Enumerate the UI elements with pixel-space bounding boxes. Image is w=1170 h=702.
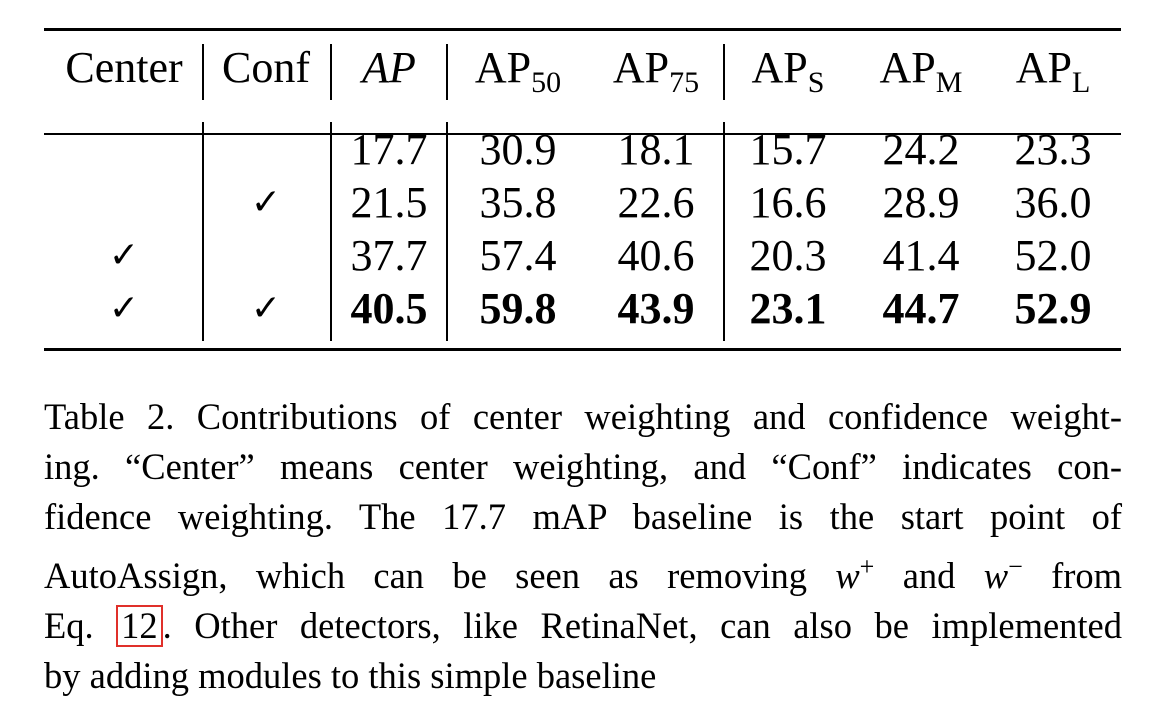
header-ap: AP xyxy=(362,43,416,92)
row3-apl: 52.0 xyxy=(1014,231,1092,280)
w-variable: w xyxy=(983,555,1009,597)
row3-ap75: 40.6 xyxy=(617,231,695,280)
row4-conf: ✓ xyxy=(250,288,282,329)
minus-superscript: − xyxy=(1008,552,1023,581)
header-apl-sub: L xyxy=(1071,66,1091,99)
row2-ap75: 22.6 xyxy=(617,178,695,227)
row1-aps: 15.7 xyxy=(749,125,827,174)
row2-ap: 21.5 xyxy=(350,178,428,227)
table-header-rule xyxy=(44,133,1121,135)
row4-apm: 44.7 xyxy=(882,284,960,333)
caption-line: AutoAssign, which can be seen as removin… xyxy=(44,542,1122,601)
caption-line: ing. “Center” means center weighting, an… xyxy=(44,446,1122,487)
body-separator xyxy=(723,122,725,341)
caption-text: and xyxy=(902,555,956,597)
body-separator xyxy=(202,122,204,341)
table-bottom-rule xyxy=(44,348,1121,351)
row4-apl: 52.9 xyxy=(1014,284,1092,333)
table-caption: Table 2. Contributions of center weighti… xyxy=(44,392,1122,701)
row3-center: ✓ xyxy=(108,235,140,276)
caption-text: from xyxy=(1051,555,1123,597)
header-apm: APM xyxy=(879,43,963,98)
header-ap50-base: AP xyxy=(474,43,532,92)
row4-ap75: 43.9 xyxy=(617,284,695,333)
row3-ap50: 57.4 xyxy=(479,231,557,280)
caption-line: fidence weighting. The 17.7 mAP baseline… xyxy=(44,496,1122,537)
header-center: Center xyxy=(65,43,183,92)
w-minus-symbol: w− xyxy=(983,552,1023,597)
w-variable: w xyxy=(835,555,860,597)
body-separator xyxy=(330,122,332,341)
row1-ap: 17.7 xyxy=(350,125,428,174)
row1-apl: 23.3 xyxy=(1014,125,1092,174)
header-separator xyxy=(446,44,448,100)
row4-ap: 40.5 xyxy=(350,284,428,333)
caption-text: Eq. xyxy=(44,605,94,647)
row1-ap50: 30.9 xyxy=(479,125,557,174)
plus-superscript: + xyxy=(859,552,875,581)
header-ap75-sub: 75 xyxy=(669,66,700,99)
header-aps-base: AP xyxy=(751,43,808,92)
header-separator xyxy=(723,44,725,100)
row2-ap50: 35.8 xyxy=(479,178,557,227)
caption-line: Table 2. Contributions of center weighti… xyxy=(44,396,1122,437)
row4-ap50: 59.8 xyxy=(479,284,557,333)
table-top-rule xyxy=(44,28,1121,31)
caption-text: AutoAssign, which can be seen as removin… xyxy=(44,555,807,597)
row3-ap: 37.7 xyxy=(350,231,428,280)
row1-apm: 24.2 xyxy=(882,125,960,174)
row3-aps: 20.3 xyxy=(749,231,827,280)
w-plus-symbol: w+ xyxy=(835,552,875,597)
row4-aps: 23.1 xyxy=(749,284,827,333)
header-separator xyxy=(202,44,204,100)
caption-line: by adding modules to this simple baselin… xyxy=(44,655,657,697)
row2-apm: 28.9 xyxy=(882,178,960,227)
body-separator xyxy=(446,122,448,341)
header-ap50-sub: 50 xyxy=(531,66,562,99)
row2-aps: 16.6 xyxy=(749,178,827,227)
row2-conf: ✓ xyxy=(250,182,282,223)
row2-apl: 36.0 xyxy=(1014,178,1092,227)
header-apm-base: AP xyxy=(879,43,936,92)
equation-reference-link[interactable]: 12 xyxy=(116,605,163,648)
header-aps: APS xyxy=(751,43,825,98)
caption-line: Eq. 12. Other detectors, like RetinaNet,… xyxy=(44,601,1122,651)
header-ap50: AP50 xyxy=(474,43,561,98)
row1-ap75: 18.1 xyxy=(617,125,695,174)
header-separator xyxy=(330,44,332,100)
caption-text: . Other detectors, like RetinaNet, can a… xyxy=(162,605,1123,647)
header-aps-sub: S xyxy=(807,66,825,99)
header-ap75-base: AP xyxy=(612,43,670,92)
header-apl-base: AP xyxy=(1015,43,1072,92)
header-ap75: AP75 xyxy=(612,43,699,98)
header-conf: Conf xyxy=(222,43,310,92)
row3-apm: 41.4 xyxy=(882,231,960,280)
row4-center: ✓ xyxy=(108,288,140,329)
header-apm-sub: M xyxy=(935,66,963,99)
header-apl: APL xyxy=(1015,43,1091,98)
